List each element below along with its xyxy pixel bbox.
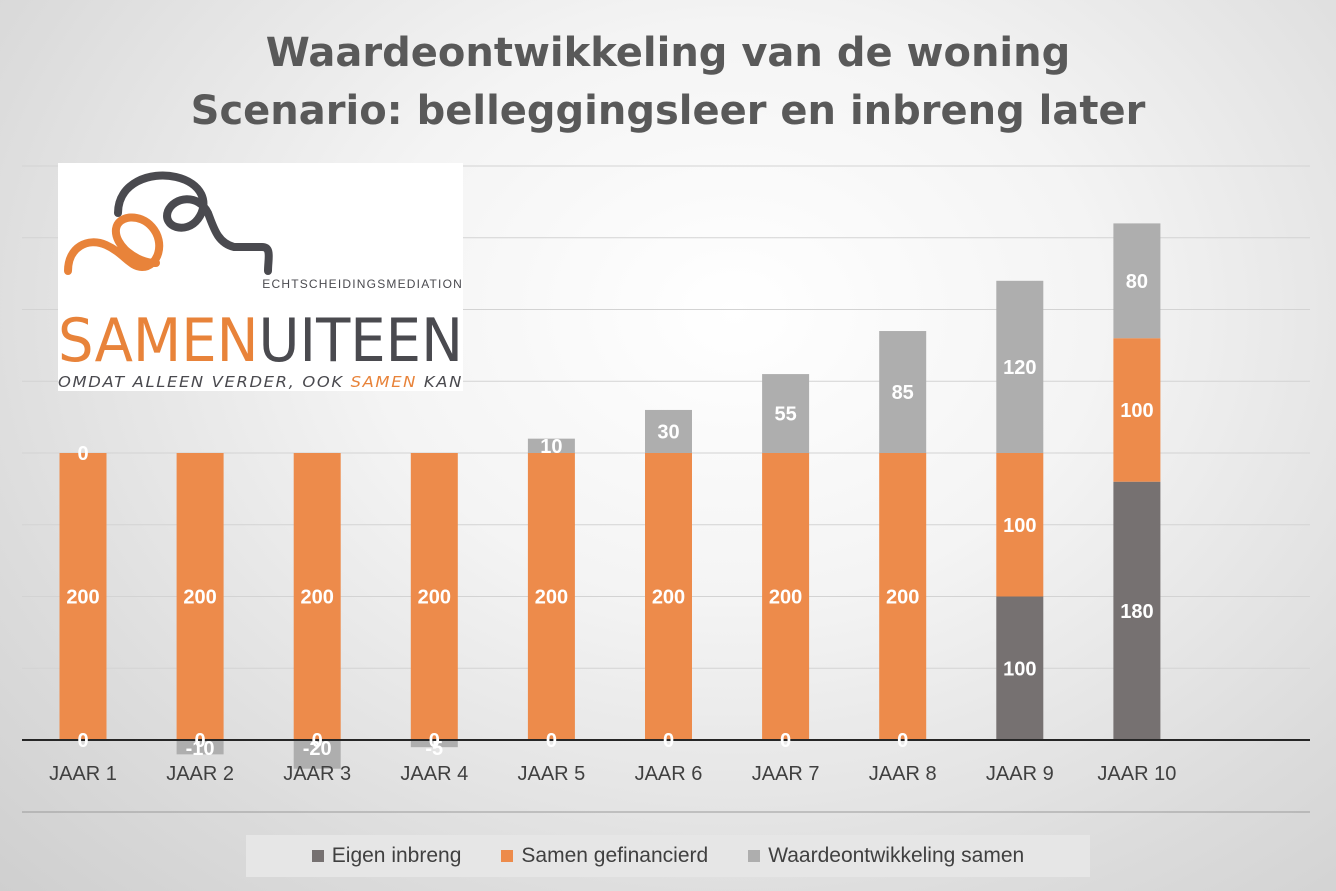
data-label: 200 <box>652 587 685 609</box>
data-label: 0 <box>780 730 791 752</box>
logo-slogan-part-3: KAN <box>417 373 463 391</box>
x-tick-label: JAAR 10 <box>1097 763 1176 785</box>
x-tick-label: JAAR 4 <box>400 763 468 785</box>
data-label: 85 <box>892 382 914 404</box>
data-label: 0 <box>77 443 88 465</box>
bar-waardeontwikkeling-samen <box>645 409 692 453</box>
bar-waardeontwikkeling-samen <box>293 740 341 769</box>
x-tick-label: JAAR 2 <box>166 763 234 785</box>
bar-waardeontwikkeling-samen <box>176 740 224 755</box>
data-label: 0 <box>663 730 674 752</box>
legend-item-waardeontwikkeling-samen: Waardeontwikkeling samen <box>748 844 1024 868</box>
data-label: 55 <box>774 404 796 426</box>
data-label: 200 <box>301 587 334 609</box>
logo-graphic: ECHTSCHEIDINGSMEDIATION SAMENUITEEN OMDA… <box>58 171 463 391</box>
bar-waardeontwikkeling-samen <box>996 280 1044 453</box>
legend-swatch-samen-gefinancierd <box>501 850 514 862</box>
bar-waardeontwikkeling-samen <box>410 740 458 748</box>
data-label: 200 <box>66 587 99 609</box>
logo-brand-part-2: UITEEN <box>259 306 463 376</box>
bar-samen-gefinancierd <box>176 453 224 740</box>
legend-label-eigen-inbreng: Eigen inbreng <box>331 844 462 867</box>
bars <box>59 223 1161 769</box>
x-tick-label: JAAR 3 <box>283 763 351 785</box>
chart-legend: Eigen inbreng Samen gefinancierd Waardeo… <box>246 835 1090 877</box>
chart-title-line-1: Waardeontwikkeling van de woning <box>265 30 1071 76</box>
data-label: 0 <box>312 730 323 752</box>
data-label: 10 <box>540 436 562 458</box>
legend-label-samen-gefinancierd: Samen gefinancierd <box>521 844 709 867</box>
data-label: 200 <box>769 587 802 609</box>
legend-item-eigen-inbreng: Eigen inbreng <box>311 844 462 868</box>
legend-item-samen-gefinancierd: Samen gefinancierd <box>501 844 708 868</box>
bar-eigen-inbreng <box>996 596 1044 740</box>
legend-swatch-waardeontwikkeling-samen <box>748 850 761 862</box>
legend-swatch-eigen-inbreng <box>311 850 324 862</box>
bar-samen-gefinancierd <box>1113 338 1161 482</box>
x-tick-label: JAAR 9 <box>986 763 1054 785</box>
x-tick-labels: JAAR 1 JAAR 2 JAAR 3 JAAR 4 JAAR 5 JAAR 6 JAAR… <box>49 763 1176 785</box>
data-label: 200 <box>183 587 216 609</box>
chart-title-line-2: Scenario: belleggingsleer en inbreng lat… <box>190 88 1146 134</box>
bar-samen-gefinancierd <box>879 453 927 740</box>
data-label: 0 <box>195 730 206 752</box>
logo-slogan-part-1: OMDAT ALLEEN VERDER, OOK <box>58 373 351 391</box>
x-tick-label: JAAR 7 <box>752 763 820 785</box>
logo-tagline-top: ECHTSCHEIDINGSMEDIATION <box>262 277 463 291</box>
data-label: 100 <box>1003 658 1036 680</box>
data-label: 200 <box>886 587 919 609</box>
data-label: 200 <box>418 587 451 609</box>
data-label: 80 <box>1126 271 1148 293</box>
data-label: 120 <box>1003 357 1036 379</box>
bar-waardeontwikkeling-samen <box>1113 223 1161 339</box>
bar-waardeontwikkeling-samen <box>762 374 810 453</box>
data-label: 0 <box>77 730 88 752</box>
data-label: -5 <box>425 738 443 760</box>
data-label: 0 <box>897 730 908 752</box>
samenuiteen-logo: ECHTSCHEIDINGSMEDIATION SAMENUITEEN OMDA… <box>58 163 463 391</box>
bar-samen-gefinancierd <box>996 453 1044 597</box>
bar-samen-gefinancierd <box>410 453 458 740</box>
data-label: 180 <box>1120 601 1153 623</box>
data-label: -10 <box>186 738 215 760</box>
bar-samen-gefinancierd <box>645 453 692 740</box>
chart-title: Waardeontwikkeling van de woning Scenari… <box>0 24 1336 140</box>
logo-slogan-part-2: SAMEN <box>351 373 417 391</box>
x-tick-label: JAAR 6 <box>635 763 703 785</box>
x-tick-label: JAAR 5 <box>517 763 585 785</box>
x-tick-label: JAAR 1 <box>49 763 117 785</box>
data-label: 0 <box>429 730 440 752</box>
bar-eigen-inbreng <box>1113 481 1161 740</box>
data-label: 100 <box>1120 400 1153 422</box>
bar-waardeontwikkeling-samen <box>527 438 575 453</box>
bar-samen-gefinancierd <box>762 453 810 740</box>
svg-text:SAMENUITEEN: SAMENUITEEN <box>58 306 463 376</box>
bar-samen-gefinancierd <box>527 453 575 740</box>
data-label: 30 <box>657 421 679 443</box>
bar-samen-gefinancierd <box>59 453 107 740</box>
data-label: 200 <box>535 587 568 609</box>
svg-text:OMDAT ALLEEN VERDER, OOK SAMEN: OMDAT ALLEEN VERDER, OOK SAMEN KAN <box>58 373 463 391</box>
x-tick-label: JAAR 8 <box>869 763 937 785</box>
logo-brand-part-1: SAMEN <box>58 306 259 376</box>
data-label: 0 <box>546 730 557 752</box>
bar-waardeontwikkeling-samen <box>879 331 927 453</box>
bar-samen-gefinancierd <box>293 453 341 740</box>
data-label: -20 <box>303 738 332 760</box>
legend-label-waardeontwikkeling-samen: Waardeontwikkeling samen <box>768 844 1025 867</box>
data-label: 100 <box>1003 515 1036 537</box>
